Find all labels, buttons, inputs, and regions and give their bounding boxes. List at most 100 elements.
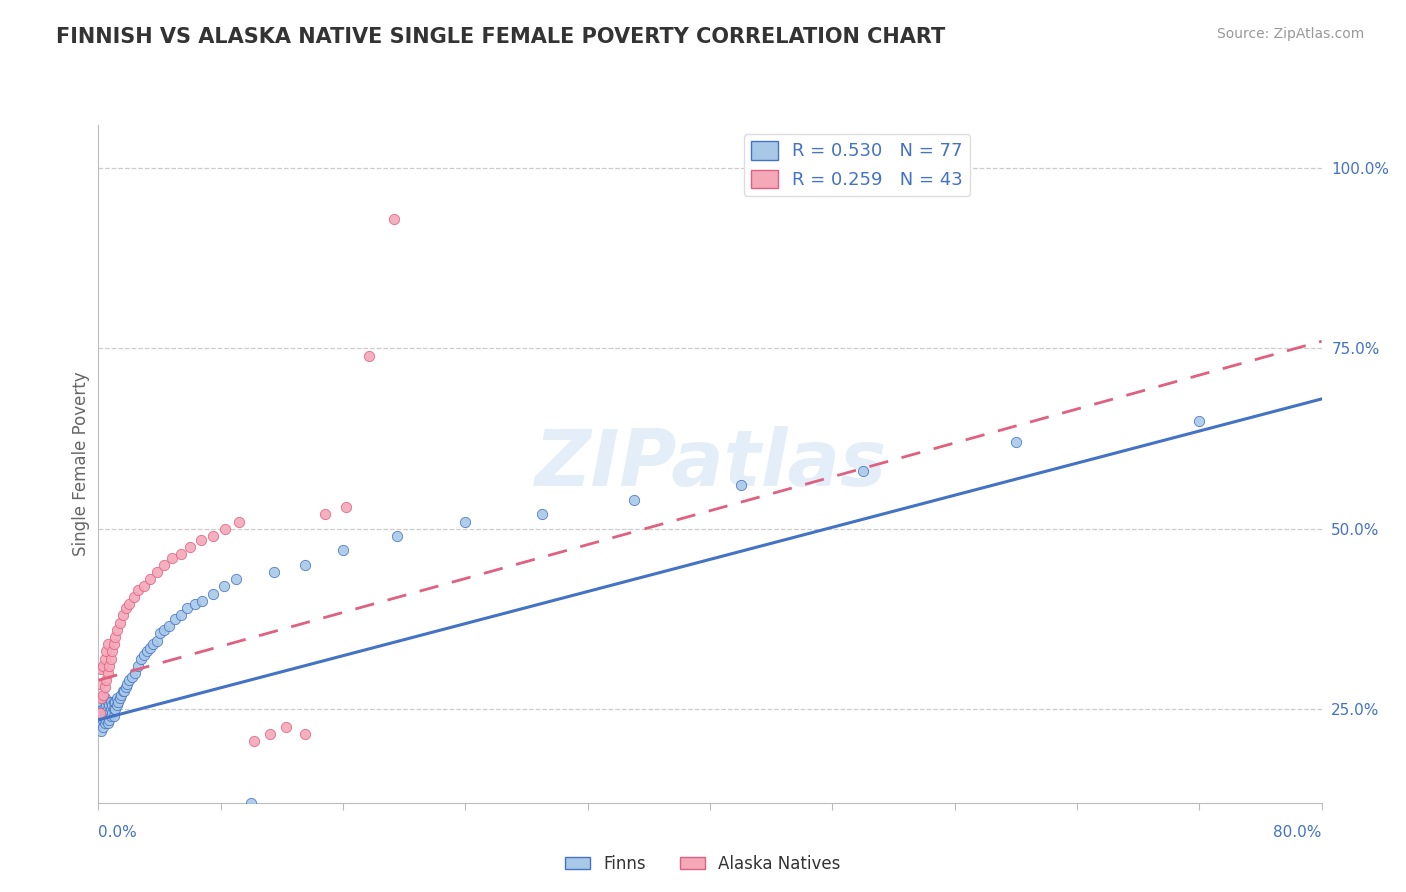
Point bbox=[263, 565, 285, 579]
Point bbox=[127, 658, 149, 673]
Text: FINNISH VS ALASKA NATIVE SINGLE FEMALE POVERTY CORRELATION CHART: FINNISH VS ALASKA NATIVE SINGLE FEMALE P… bbox=[56, 27, 945, 46]
Point bbox=[103, 695, 125, 709]
Point bbox=[97, 637, 120, 651]
Point bbox=[107, 695, 129, 709]
Point bbox=[91, 720, 114, 734]
Point bbox=[89, 677, 111, 691]
Point bbox=[243, 734, 266, 748]
Point bbox=[160, 550, 183, 565]
Point bbox=[89, 706, 111, 720]
Point bbox=[149, 626, 172, 640]
Point bbox=[101, 698, 124, 713]
Point bbox=[93, 651, 115, 665]
Point bbox=[91, 713, 114, 727]
Text: Source: ZipAtlas.com: Source: ZipAtlas.com bbox=[1216, 27, 1364, 41]
Point bbox=[93, 681, 115, 695]
Point bbox=[94, 673, 117, 688]
Point bbox=[101, 706, 124, 720]
Point bbox=[357, 349, 380, 363]
Point bbox=[294, 558, 316, 572]
Point bbox=[89, 713, 111, 727]
Point bbox=[153, 623, 176, 637]
Point bbox=[259, 727, 281, 741]
Point bbox=[294, 727, 316, 741]
Point bbox=[118, 673, 141, 688]
Point bbox=[454, 515, 477, 529]
Point bbox=[157, 619, 180, 633]
Point bbox=[139, 640, 162, 655]
Point bbox=[90, 706, 112, 720]
Point bbox=[105, 691, 128, 706]
Point bbox=[93, 709, 115, 723]
Point bbox=[730, 478, 752, 492]
Point bbox=[184, 598, 207, 612]
Point bbox=[89, 706, 111, 720]
Point bbox=[108, 615, 131, 630]
Point bbox=[214, 522, 236, 536]
Point bbox=[98, 706, 121, 720]
Point bbox=[98, 658, 121, 673]
Point bbox=[111, 684, 134, 698]
Point bbox=[1188, 413, 1211, 427]
Point bbox=[145, 633, 167, 648]
Point bbox=[124, 665, 146, 680]
Point bbox=[94, 713, 117, 727]
Text: ZIPatlas: ZIPatlas bbox=[534, 425, 886, 502]
Point bbox=[191, 594, 214, 608]
Point bbox=[98, 698, 121, 713]
Point bbox=[93, 691, 115, 706]
Y-axis label: Single Female Poverty: Single Female Poverty bbox=[72, 372, 90, 556]
Point bbox=[110, 688, 132, 702]
Point bbox=[111, 608, 134, 623]
Point bbox=[122, 591, 145, 605]
Point bbox=[94, 706, 117, 720]
Text: 80.0%: 80.0% bbox=[1274, 825, 1322, 840]
Point bbox=[225, 572, 247, 586]
Point bbox=[145, 565, 167, 579]
Point bbox=[91, 688, 114, 702]
Point bbox=[530, 508, 553, 522]
Point bbox=[127, 582, 149, 597]
Point bbox=[117, 677, 139, 691]
Point bbox=[93, 702, 115, 716]
Point bbox=[163, 612, 186, 626]
Point bbox=[202, 587, 225, 601]
Point bbox=[104, 695, 127, 709]
Point bbox=[276, 720, 298, 734]
Point bbox=[129, 651, 152, 665]
Point bbox=[100, 651, 122, 665]
Point bbox=[100, 695, 122, 709]
Point bbox=[852, 464, 875, 478]
Point bbox=[103, 702, 125, 716]
Point bbox=[90, 691, 112, 706]
Point bbox=[112, 684, 135, 698]
Point bbox=[97, 695, 120, 709]
Legend: R = 0.530   N = 77, R = 0.259   N = 43: R = 0.530 N = 77, R = 0.259 N = 43 bbox=[744, 134, 970, 196]
Point bbox=[385, 529, 408, 543]
Point bbox=[93, 716, 115, 731]
Point bbox=[240, 796, 263, 810]
Point bbox=[98, 713, 121, 727]
Point bbox=[176, 601, 198, 615]
Point bbox=[91, 658, 114, 673]
Point bbox=[228, 515, 250, 529]
Point bbox=[90, 723, 112, 738]
Point bbox=[108, 691, 131, 706]
Point bbox=[104, 630, 127, 644]
Point bbox=[103, 637, 125, 651]
Point bbox=[153, 558, 176, 572]
Point bbox=[104, 702, 127, 716]
Point bbox=[97, 709, 120, 723]
Point bbox=[170, 547, 193, 561]
Point bbox=[91, 691, 114, 706]
Point bbox=[115, 601, 138, 615]
Point bbox=[179, 540, 201, 554]
Point bbox=[105, 623, 128, 637]
Point bbox=[170, 608, 193, 623]
Point bbox=[202, 529, 225, 543]
Point bbox=[97, 716, 120, 731]
Point bbox=[90, 716, 112, 731]
Point bbox=[100, 702, 122, 716]
Point bbox=[134, 648, 156, 662]
Point bbox=[115, 681, 138, 695]
